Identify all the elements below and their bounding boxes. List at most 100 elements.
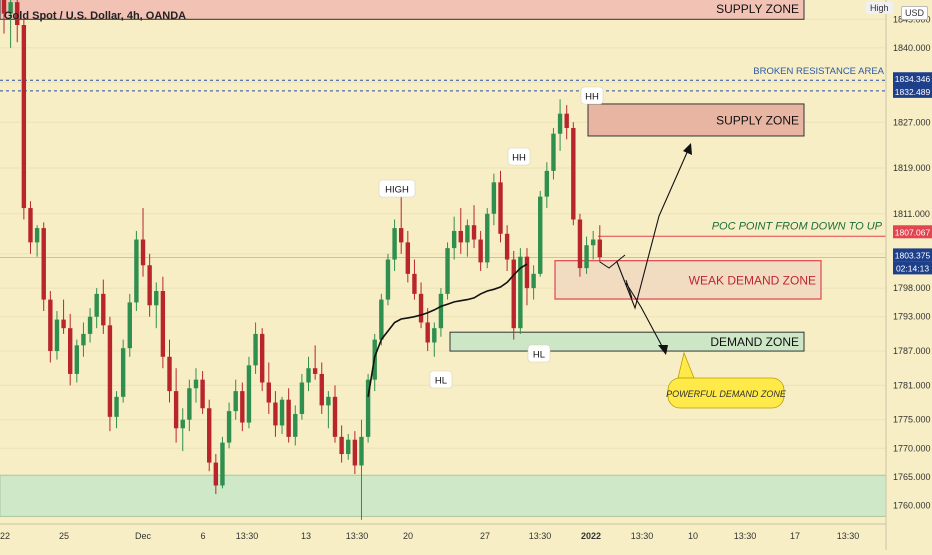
candle-body <box>15 2 20 26</box>
candle-body <box>160 291 166 357</box>
y-tick-label: 1793.000 <box>893 312 931 322</box>
candle-body <box>445 248 450 294</box>
candle-body <box>405 242 411 274</box>
candle-body <box>392 228 397 260</box>
x-tick-label: 22 <box>0 531 10 541</box>
candle-body <box>226 411 232 443</box>
candle-body <box>365 379 371 437</box>
candle-body <box>114 396 119 417</box>
candle-body <box>332 396 338 437</box>
candle-body <box>504 233 510 260</box>
weak-demand-zone <box>554 260 822 300</box>
high-button[interactable]: High <box>866 2 893 14</box>
x-tick-label: 27 <box>480 531 490 541</box>
candle-body <box>101 293 106 326</box>
candle-body <box>531 273 536 289</box>
hh-label-1: HH <box>585 92 599 103</box>
y-tick-label: 1775.000 <box>893 415 931 425</box>
x-tick-label: 13:30 <box>529 531 552 541</box>
candle-body <box>577 219 583 269</box>
callout-label: POWERFUL DEMAND ZONE <box>666 389 787 399</box>
candle-body <box>339 436 344 455</box>
projection-down-line <box>625 282 664 349</box>
time-axis[interactable]: 22 25 Dec 6 13:30 13 13:30 20 27 13:30 2022 13:30 10… <box>0 531 859 541</box>
candle-body <box>352 439 358 466</box>
candle-body <box>154 291 159 306</box>
candle-body <box>140 239 146 266</box>
candle-body <box>438 293 444 329</box>
weak-demand-zone-label: WEAK DEMAND ZONE <box>689 273 816 287</box>
supply-zone-top-label: SUPPLY ZONE <box>716 2 799 16</box>
candle-body <box>451 230 457 249</box>
candle-body <box>465 225 470 243</box>
candle-body <box>207 408 212 463</box>
x-tick-label: 6 <box>200 531 205 541</box>
candle-body <box>94 293 99 317</box>
candle-body <box>538 196 543 274</box>
hh-label-2: HH <box>512 153 526 164</box>
poc-label: POC POINT FROM DOWN TO UP <box>712 220 883 232</box>
currency-button[interactable]: USD <box>901 6 929 20</box>
price-tag-label: 1834.346 <box>895 74 931 84</box>
candle-body <box>418 293 424 323</box>
y-tick-label: 1819.000 <box>893 163 931 173</box>
countdown-tag <box>893 261 932 275</box>
price-tag-label: 1832.489 <box>895 87 931 97</box>
candle-body <box>498 182 503 234</box>
price-tag-label: 1807.067 <box>895 227 931 237</box>
candle-body <box>432 328 437 343</box>
x-tick-label: 13:30 <box>236 531 259 541</box>
candle-body <box>193 379 199 389</box>
candle-body <box>173 391 179 429</box>
candle-body <box>240 391 245 423</box>
x-tick-label: 13:30 <box>837 531 860 541</box>
candle-body <box>41 228 46 300</box>
candle-body <box>544 170 550 197</box>
candle-body <box>34 228 40 243</box>
hl-label-2: HL <box>533 350 545 361</box>
candle-body <box>127 302 132 349</box>
candle-body <box>425 322 430 343</box>
candle-body <box>385 259 391 300</box>
high-label: HIGH <box>385 185 409 196</box>
y-tick-label: 1840.000 <box>893 43 931 53</box>
candle-body <box>326 396 331 406</box>
y-tick-label: 1798.000 <box>893 283 931 293</box>
x-tick-label: 13:30 <box>346 531 369 541</box>
candle-body <box>299 382 305 414</box>
candle-body <box>147 265 152 306</box>
callout-box <box>667 377 785 409</box>
x-tick-label: 10 <box>688 531 698 541</box>
supply-zone-top <box>0 0 805 20</box>
candle-body <box>68 328 73 374</box>
candle-body <box>213 462 219 486</box>
x-tick-label: 13 <box>301 531 311 541</box>
candle-body <box>564 113 569 128</box>
candle-body <box>107 325 113 417</box>
candle-body <box>584 245 589 269</box>
projection-down-arrowhead <box>658 345 668 355</box>
demand-zone-label: DEMAND ZONE <box>710 335 799 349</box>
candle-body <box>379 299 384 340</box>
x-tick-label: Dec <box>135 531 152 541</box>
y-tick-label: 1765.000 <box>893 472 931 482</box>
price-tag <box>893 72 932 86</box>
candle-body <box>399 228 404 243</box>
x-tick-label: 20 <box>403 531 413 541</box>
candle-body <box>180 419 185 429</box>
x-tick-label: 13:30 <box>631 531 654 541</box>
candle-body <box>246 365 252 423</box>
price-tag <box>893 84 932 98</box>
candle-body <box>312 368 318 374</box>
candle-body <box>134 239 139 303</box>
candle-body <box>187 388 192 420</box>
supply-zone-mid-label: SUPPLY ZONE <box>716 113 799 127</box>
candle-body <box>273 402 278 426</box>
candle-body <box>478 239 483 263</box>
projection-up-arrowhead <box>683 143 692 155</box>
x-tick-label: 17 <box>790 531 800 541</box>
candle-body <box>279 399 285 426</box>
candle-body <box>81 333 86 346</box>
y-tick-label: 1781.000 <box>893 380 931 390</box>
